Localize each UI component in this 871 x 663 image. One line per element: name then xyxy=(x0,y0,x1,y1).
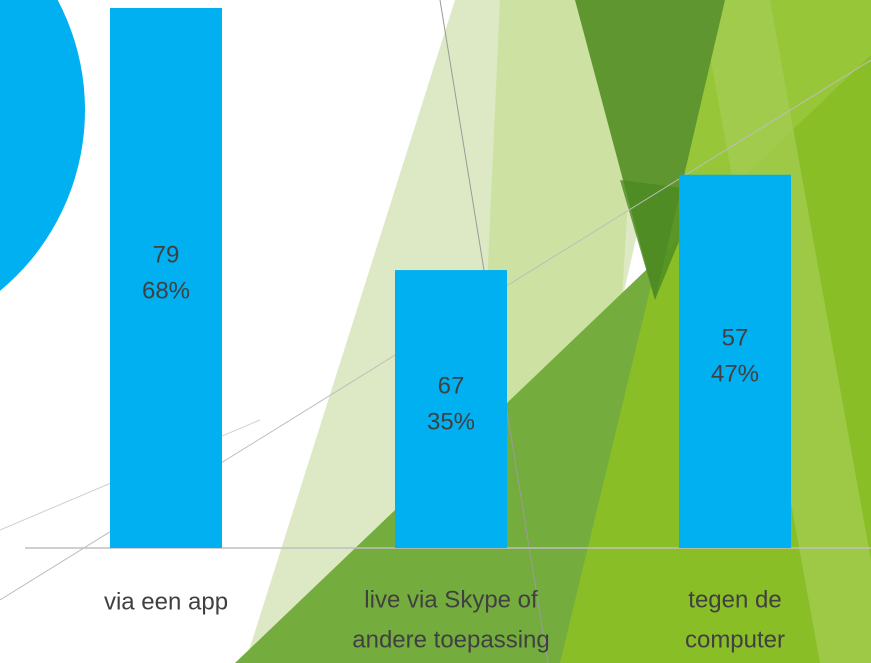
value-label: 68% xyxy=(142,277,190,304)
bar xyxy=(679,174,791,548)
x-tick-label: computer xyxy=(685,626,785,653)
bar xyxy=(395,270,507,548)
count-label: 67 xyxy=(438,372,465,399)
value-label: 35% xyxy=(427,408,475,435)
count-label: 79 xyxy=(153,241,180,268)
x-tick-label: tegen de xyxy=(688,586,781,613)
count-label: 57 xyxy=(722,325,749,352)
x-tick-label: live via Skype of xyxy=(364,586,538,613)
value-label: 47% xyxy=(711,361,759,388)
x-tick-label: via een app xyxy=(104,588,228,615)
bar xyxy=(110,8,222,548)
x-tick-label: andere toepassing xyxy=(352,626,549,653)
